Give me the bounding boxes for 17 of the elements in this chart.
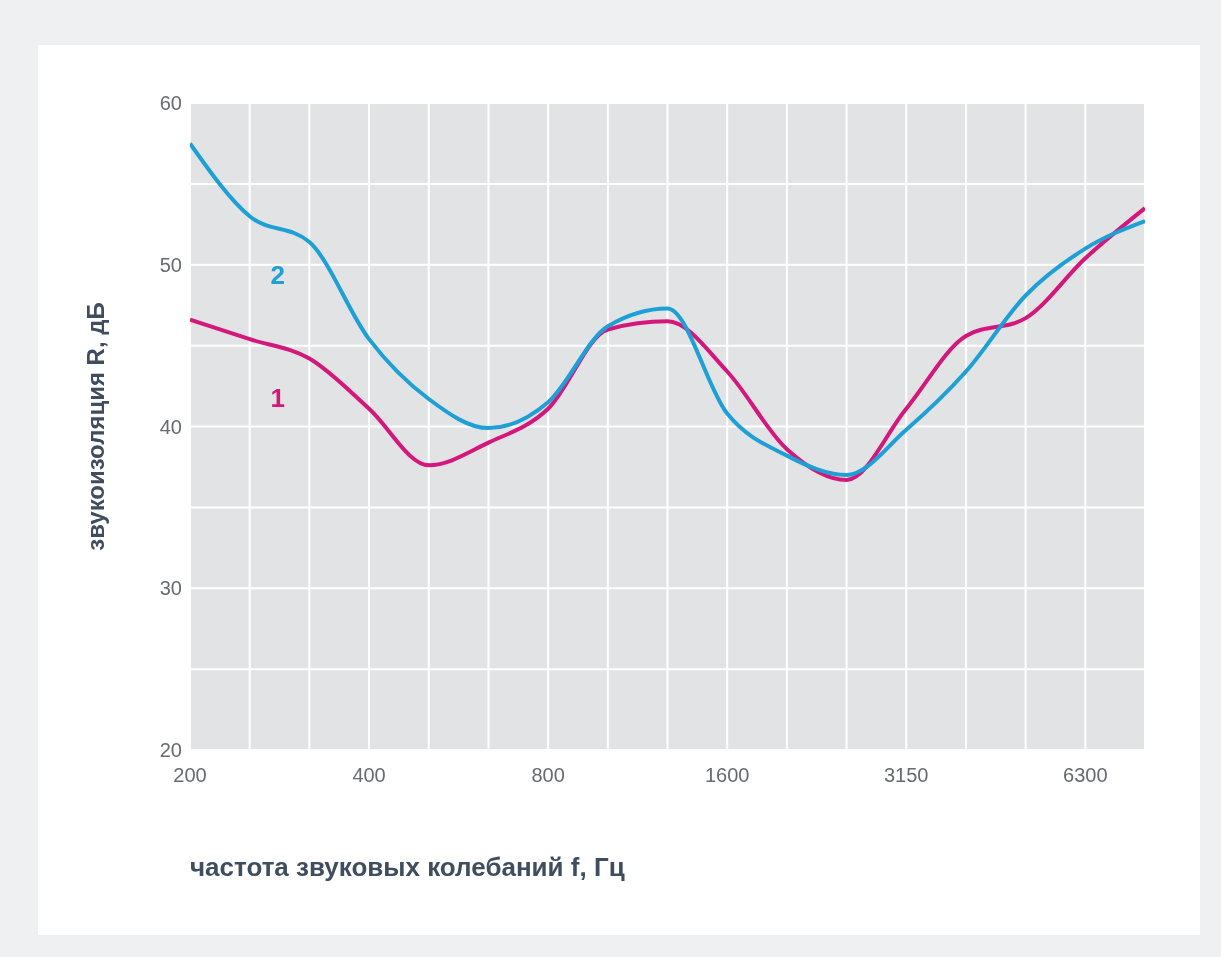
y-tick-label: 60 (159, 92, 182, 115)
series-label: 2 (270, 260, 285, 291)
y-axis-title: звукоизоляция R, дБ (81, 302, 109, 551)
x-tick-label: 1600 (704, 764, 750, 787)
x-tick-label: 3150 (884, 764, 929, 787)
line-series (190, 141, 1145, 478)
y-tick-label: 30 (159, 577, 182, 600)
y-tick-label: 50 (159, 253, 182, 276)
x-tick-label: 800 (531, 764, 565, 787)
x-axis-title: частота звуковых колебаний f, Гц (190, 852, 625, 883)
x-tick-label: 6300 (1063, 764, 1108, 787)
x-tick-label: 200 (173, 764, 207, 787)
y-tick-label: 40 (159, 415, 182, 438)
series-label: 1 (270, 383, 285, 414)
y-tick-label: 20 (159, 739, 182, 762)
x-tick-label: 400 (352, 764, 386, 787)
line-series (190, 206, 1145, 482)
